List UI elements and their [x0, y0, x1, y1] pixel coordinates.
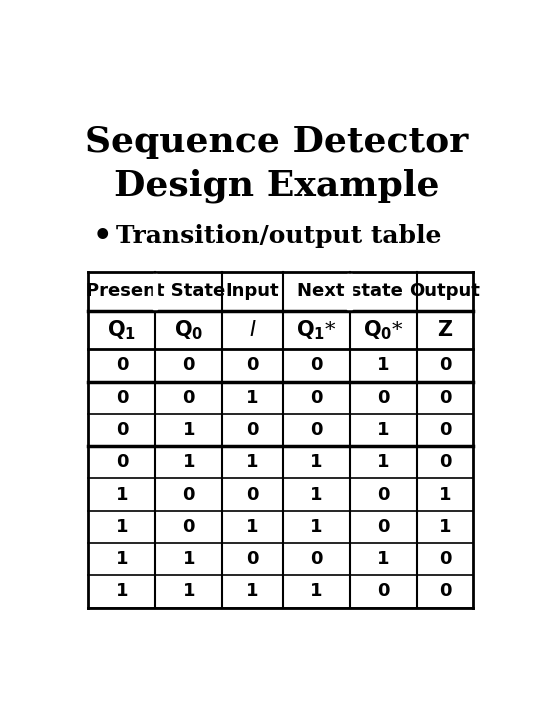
Text: Sequence Detector: Sequence Detector	[85, 125, 468, 159]
Text: 0: 0	[438, 582, 451, 600]
Text: 1: 1	[310, 582, 322, 600]
Text: 1: 1	[116, 518, 128, 536]
Bar	[347, 274, 352, 309]
Text: 1: 1	[377, 550, 389, 568]
Text: 0: 0	[310, 356, 322, 374]
Text: 0: 0	[438, 454, 451, 472]
Text: 1: 1	[310, 518, 322, 536]
Text: 1: 1	[183, 421, 195, 439]
Text: Transition/output table: Transition/output table	[116, 224, 441, 248]
Text: 0: 0	[246, 550, 259, 568]
Text: 0: 0	[377, 389, 389, 407]
Text: 1: 1	[310, 454, 322, 472]
Text: 0: 0	[246, 485, 259, 503]
Text: 0: 0	[377, 582, 389, 600]
Text: 1: 1	[246, 389, 259, 407]
Text: 0: 0	[183, 485, 195, 503]
Text: $\mathbf{Q_0}$: $\mathbf{Q_0}$	[174, 318, 204, 342]
Text: Design Example: Design Example	[114, 169, 440, 204]
Text: 1: 1	[116, 582, 128, 600]
Text: 1: 1	[246, 518, 259, 536]
Text: $\mathbf{Q_0}$*: $\mathbf{Q_0}$*	[363, 318, 403, 342]
Text: 1: 1	[183, 582, 195, 600]
Text: 1: 1	[438, 485, 451, 503]
Text: Next state: Next state	[296, 282, 402, 300]
Text: $\mathbf{Q_1}$: $\mathbf{Q_1}$	[107, 318, 137, 342]
Bar	[153, 274, 158, 309]
Text: 1: 1	[183, 454, 195, 472]
Text: 0: 0	[438, 389, 451, 407]
Text: 0: 0	[116, 356, 128, 374]
Text: 0: 0	[438, 550, 451, 568]
Text: 0: 0	[377, 485, 389, 503]
Text: $\mathbf{\mathit{I}}$: $\mathbf{\mathit{I}}$	[249, 320, 256, 340]
Text: 0: 0	[438, 421, 451, 439]
Text: 1: 1	[116, 550, 128, 568]
Text: 1: 1	[116, 485, 128, 503]
Text: 0: 0	[310, 421, 322, 439]
Text: 0: 0	[246, 421, 259, 439]
Text: 0: 0	[116, 454, 128, 472]
Text: Output: Output	[409, 282, 481, 300]
Text: Input: Input	[226, 282, 279, 300]
Text: 0: 0	[116, 421, 128, 439]
Text: $\mathbf{Z}$: $\mathbf{Z}$	[437, 320, 453, 340]
Text: •: •	[93, 222, 112, 251]
Text: $\mathbf{Q_1}$*: $\mathbf{Q_1}$*	[296, 318, 336, 342]
Text: 0: 0	[183, 356, 195, 374]
Text: 1: 1	[310, 485, 322, 503]
Text: 1: 1	[246, 582, 259, 600]
Text: 0: 0	[377, 518, 389, 536]
Text: 0: 0	[310, 389, 322, 407]
Text: 0: 0	[246, 356, 259, 374]
Text: 0: 0	[183, 389, 195, 407]
Text: 0: 0	[310, 550, 322, 568]
Text: 0: 0	[438, 356, 451, 374]
Text: 0: 0	[183, 518, 195, 536]
Text: 1: 1	[183, 550, 195, 568]
Text: 1: 1	[246, 454, 259, 472]
Text: 1: 1	[438, 518, 451, 536]
Text: 1: 1	[377, 421, 389, 439]
Text: 0: 0	[116, 389, 128, 407]
Text: 1: 1	[377, 454, 389, 472]
Text: 1: 1	[377, 356, 389, 374]
Text: Present State: Present State	[86, 282, 225, 300]
